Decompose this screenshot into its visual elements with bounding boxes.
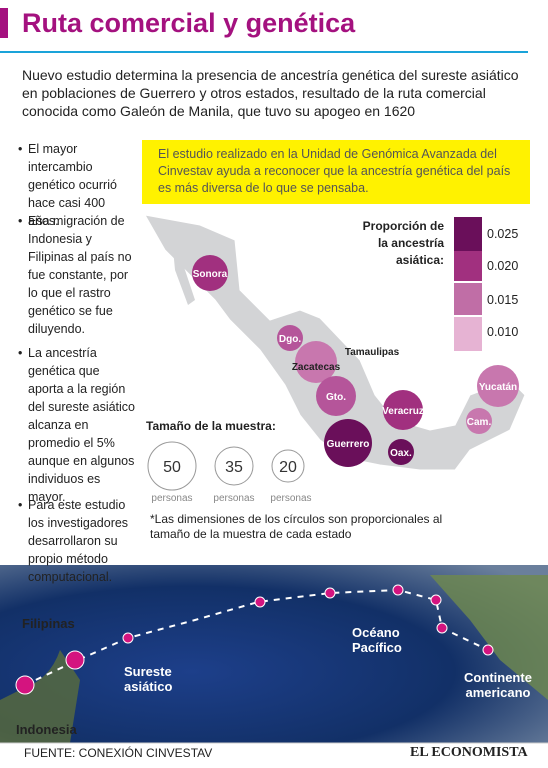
route-label: Océano Pacífico	[352, 625, 402, 655]
sample-unit: personas	[270, 493, 311, 504]
state-label: Sonora	[193, 269, 228, 280]
sample-labels: 50 35 20 personas personas personas	[151, 459, 311, 504]
sample-unit: personas	[213, 493, 254, 504]
source: FUENTE: CONEXIÓN CINVESTAV	[24, 746, 213, 760]
route	[24, 588, 489, 686]
brand: EL ECONOMISTA	[410, 745, 528, 760]
legend-level: 0.010	[487, 325, 518, 339]
legend-swatch	[454, 283, 482, 315]
route-label: Sureste asiático	[124, 664, 173, 694]
legend-swatch	[454, 317, 482, 351]
islands	[0, 650, 80, 743]
state-label: Guerrero	[327, 439, 370, 450]
sample-label: 20	[279, 459, 297, 476]
state-label: Dgo.	[279, 334, 301, 345]
state-label: Zacatecas	[292, 362, 341, 373]
sample-label: 35	[225, 459, 243, 476]
bullet: La ancestría genética que aporta a la re…	[18, 344, 138, 506]
legend-swatch	[454, 217, 482, 251]
legend-level: 0.015	[487, 293, 518, 307]
intro: Nuevo estudio determina la presencia de …	[22, 67, 519, 119]
legend-title: Proporción de la ancestría asiática:	[362, 219, 444, 267]
highlight-box	[142, 140, 530, 204]
legend-level: 0.025	[487, 227, 518, 241]
state-label: Tamaulipas	[345, 347, 400, 358]
sample-label: 50	[163, 459, 181, 476]
note: *Las dimensiones de los círculos son pro…	[150, 512, 443, 541]
highlight: El estudio realizado en la Unidad de Gen…	[158, 147, 511, 195]
route-label: Continente americano	[464, 670, 532, 700]
state-label: Yucatán	[479, 382, 517, 393]
state-label: Gto.	[326, 392, 346, 403]
state-label: Oax.	[390, 448, 412, 459]
state-label: Cam.	[467, 417, 492, 428]
continent	[430, 575, 548, 700]
title-bar	[0, 8, 8, 38]
route-dots	[15, 584, 494, 695]
route-label: Filipinas	[22, 616, 75, 631]
states: Sonora Dgo. Zacatecas Tamaulipas Gto. Ve…	[192, 255, 519, 467]
sample-unit: personas	[151, 493, 192, 504]
map-baja	[172, 238, 195, 305]
sample-title: Tamaño de la muestra:	[146, 419, 276, 433]
map-mexico	[144, 214, 526, 471]
state-label: Veracruz	[382, 406, 424, 417]
title: Ruta comercial y genética	[22, 8, 356, 38]
route-label: Indonesia	[16, 722, 77, 737]
sample-circles	[147, 441, 305, 491]
legend-level: 0.020	[487, 259, 518, 273]
legend-levels: 0.025 0.020 0.015 0.010	[487, 227, 518, 339]
bullet: El mayor intercambio genético ocurrió ha…	[18, 140, 138, 230]
bullet: Esa migración de Indonesia y Filipinas a…	[18, 212, 138, 338]
legend-swatch	[454, 251, 482, 281]
bullet: Para este estudio los investigadores des…	[18, 496, 138, 586]
